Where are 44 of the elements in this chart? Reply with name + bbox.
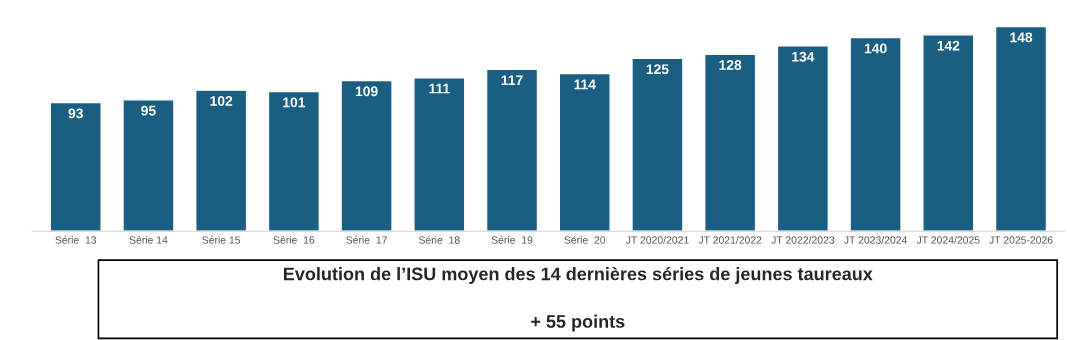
data-label: 111	[429, 83, 450, 94]
data-label: 134	[792, 51, 815, 62]
x-tick-label: Série 14	[129, 235, 168, 244]
bar	[267, 90, 321, 232]
x-tick-label: Série 18	[418, 235, 460, 244]
data-label: 117	[501, 75, 523, 85]
x-tick-label: Série 20	[564, 235, 606, 244]
data-label: 114	[574, 79, 596, 90]
x-tick-label: JT 2023/2024	[844, 236, 908, 244]
data-label: 140	[864, 43, 887, 54]
bar	[776, 45, 830, 232]
bar	[558, 72, 611, 232]
bar	[485, 68, 539, 232]
x-tick-label: JT 2024/2025	[916, 236, 980, 244]
x-tick-label: Série 16	[273, 235, 315, 244]
bar	[122, 99, 175, 232]
bar	[413, 77, 466, 232]
x-tick-label: JT 2021/2022	[698, 236, 762, 244]
x-tick-label: JT 2025-2026	[989, 236, 1053, 244]
x-tick-label: Série 13	[55, 235, 97, 244]
text: Evolution de l’ISU moyen des 14 dernières séries de jeunes taureaux	[284, 266, 873, 284]
data-label: 95	[141, 105, 156, 116]
data-label: 148	[1010, 32, 1033, 43]
data-label: 109	[355, 86, 378, 97]
data-label: 142	[937, 40, 960, 51]
data-label: 93	[68, 108, 83, 119]
data-label: 102	[210, 96, 233, 106]
bar	[195, 89, 248, 232]
bar	[922, 34, 975, 232]
text: + 55 points	[531, 314, 625, 332]
x-tick-label: Série 19	[491, 235, 533, 244]
bar	[631, 57, 684, 232]
bar	[340, 79, 393, 232]
bar	[49, 101, 102, 232]
data-label: 101	[283, 97, 306, 108]
data-label: 128	[719, 60, 742, 70]
x-tick-label: JT 2020/2021	[625, 236, 689, 244]
bar	[994, 25, 1048, 232]
bar	[849, 36, 902, 232]
x-tick-label: JT 2022/2023	[771, 236, 835, 244]
x-tick-label: Série 17	[346, 235, 387, 244]
data-label: 125	[646, 64, 669, 75]
x-tick-label: Série 15	[202, 235, 241, 244]
bar	[704, 53, 757, 232]
